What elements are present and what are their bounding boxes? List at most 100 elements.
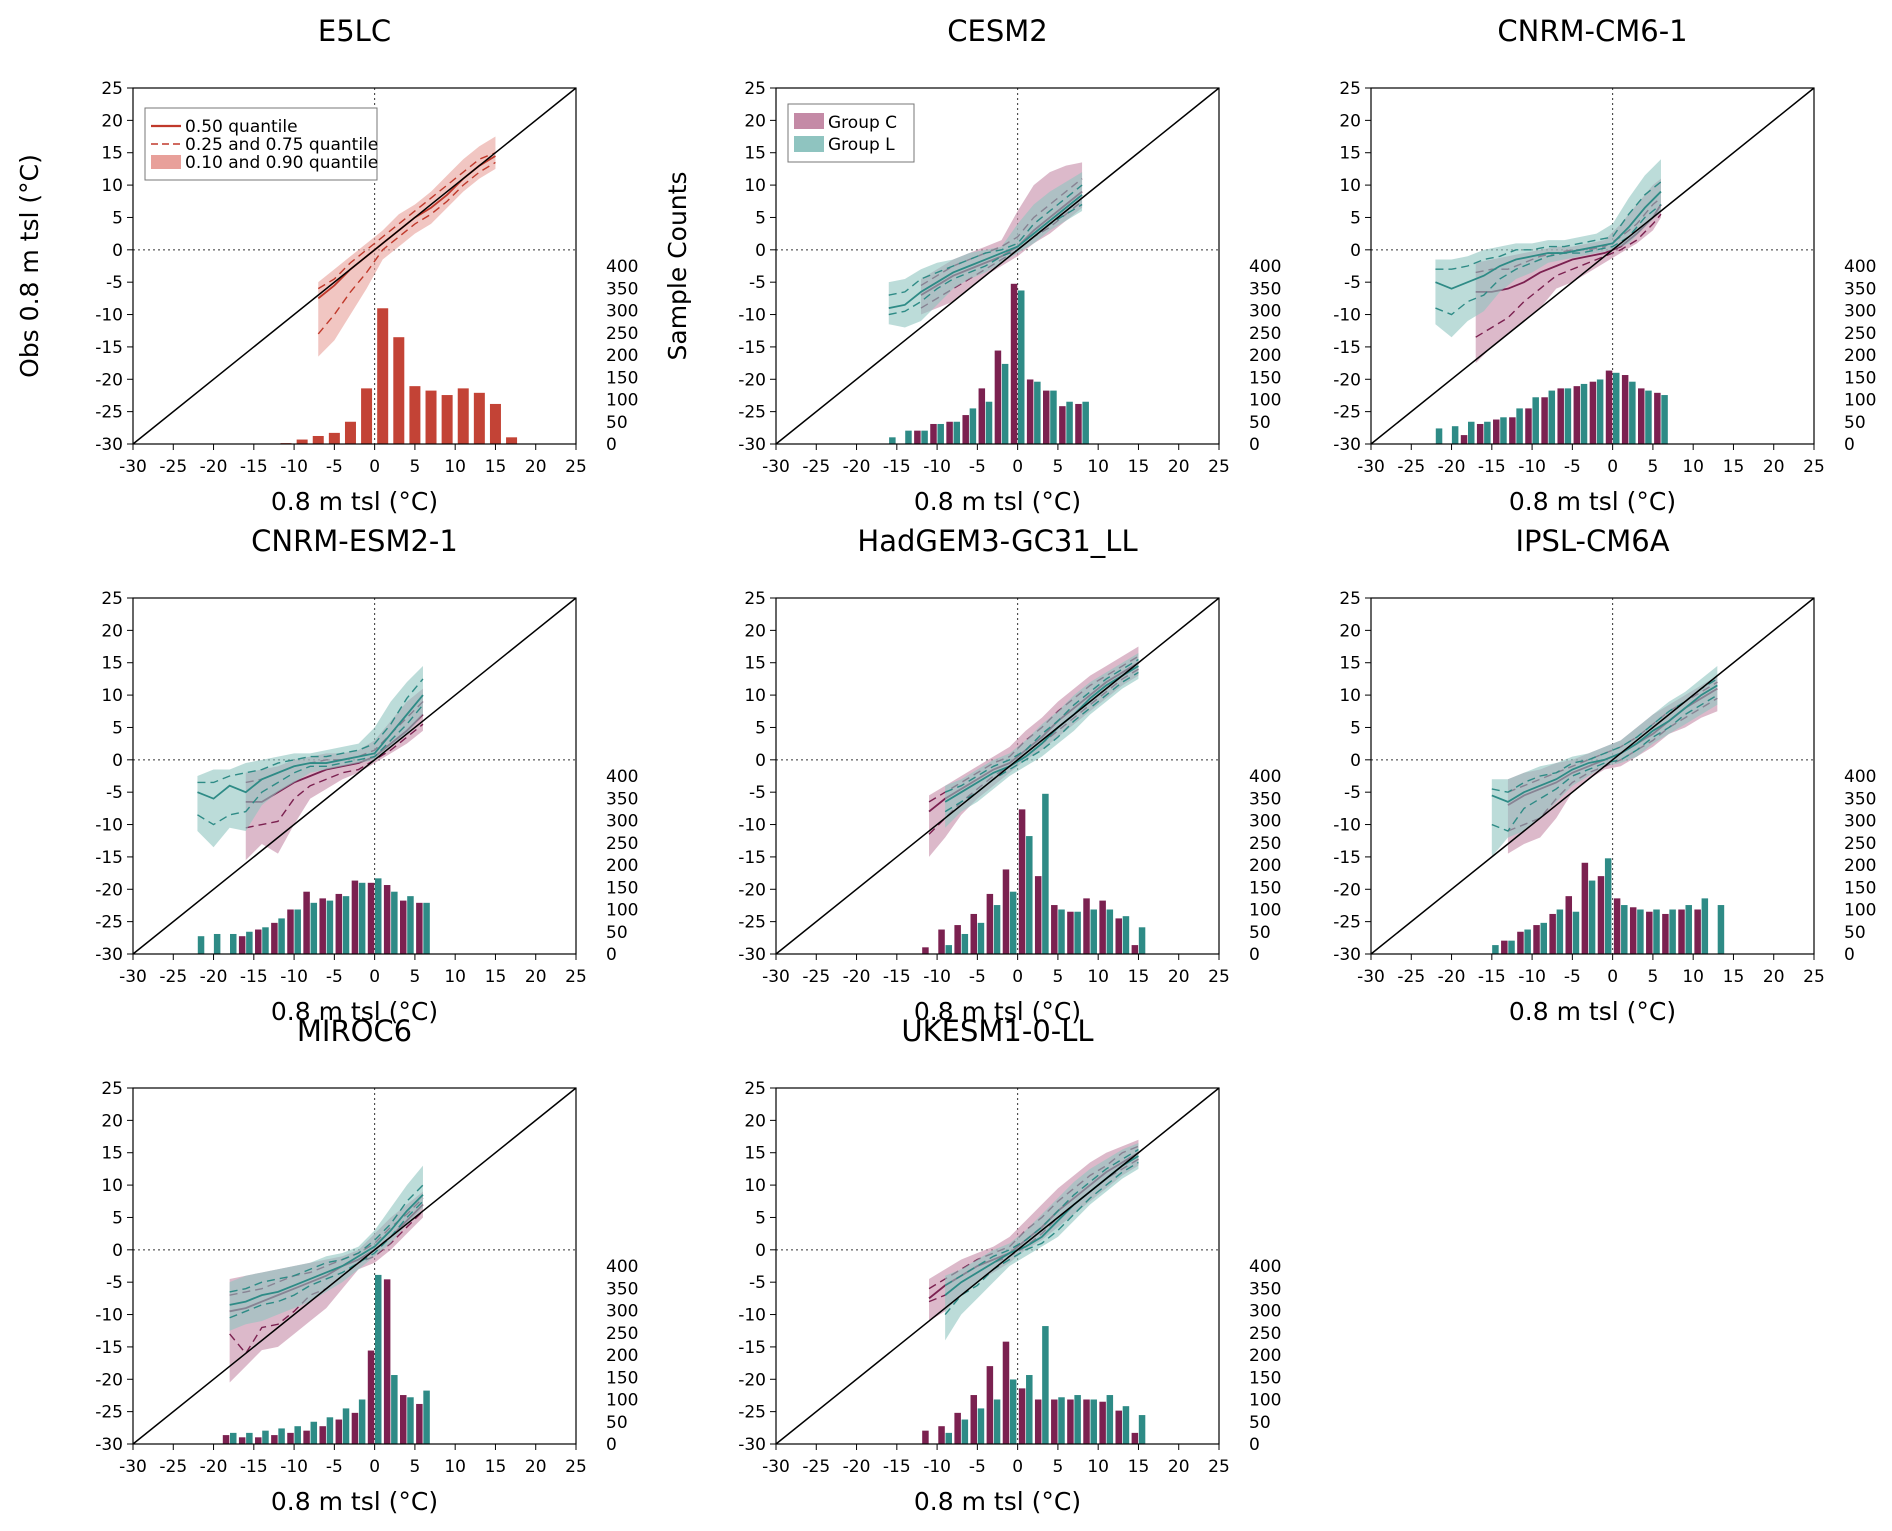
y-axis-label: Obs 0.8 m tsl (°C) [15,154,44,378]
count-bar-group-c [1067,1399,1074,1444]
count-bar-group-c [1115,918,1122,954]
count-bar-group-l [993,905,1001,954]
one-to-one-line [132,1087,577,1445]
count-bar-group-l [1508,940,1515,954]
count-tick-label: 250 [606,1324,638,1344]
count-bar-group-c [1083,898,1090,954]
y-tick-label: 15 [101,1144,123,1164]
count-bar-group-l [1017,290,1025,444]
x-tick-label: -20 [1438,457,1466,477]
count-bar-group-l [310,1421,318,1444]
count-bar-group-c [255,929,262,954]
count-bar-group-l [1122,1406,1130,1444]
y-tick-label: 0 [755,751,766,771]
count-bar-e5lc [457,388,469,444]
count-bar-e5lc [377,308,389,444]
x-tick-label: 5 [1647,457,1658,477]
y-tick-label: 15 [101,654,123,674]
count-bar-group-l [1717,905,1725,954]
line-q25-e5lc [317,161,496,335]
y-tick-label: 25 [744,589,766,609]
x-tick-label: -15 [883,1457,911,1477]
count-bar-group-c [1573,386,1581,444]
count-bar-group-c [946,421,953,444]
x-axis-label: 0.8 m tsl (°C) [1509,487,1676,516]
panel-title: IPSL-CM6A [1515,524,1669,558]
y-tick-label: -5 [1344,783,1361,803]
y-tick-label: 0 [112,241,123,261]
panel-title: MIROC6 [297,1014,412,1048]
x-tick-label: -20 [200,1457,228,1477]
legend-swatch-q10-q90 [151,155,181,169]
panel-title: HadGEM3-GC31_LL [857,524,1137,558]
count-bar-group-l [1685,905,1692,954]
y-tick-label: -15 [1333,848,1361,868]
count-bar-group-c [222,1435,230,1444]
y-tick-label: 5 [112,1208,123,1228]
x-tick-label: -5 [969,1457,986,1477]
legend-label: 0.10 and 0.90 quantile [185,153,378,173]
count-bar-group-l [1042,793,1049,954]
count-bar-group-c [962,415,969,444]
y-tick-label: -10 [95,816,123,836]
count-bar-group-l [1058,1397,1065,1444]
count-bar-group-l [294,1426,301,1444]
count-bar-group-l [1042,1326,1049,1444]
count-tick-label: 100 [1249,901,1281,921]
count-bar-group-l [1026,1375,1033,1444]
count-tick-label: 400 [606,767,638,787]
count-tick-label: 50 [1249,923,1271,943]
plot-frame [1370,597,1815,955]
count-bar-group-c [1131,1432,1139,1444]
x-tick-label: 20 [525,457,547,477]
count-bar-group-c [287,1432,294,1444]
count-bar-group-c [1613,898,1621,954]
y-tick-label: 10 [101,176,123,196]
count-bar-group-l [197,936,205,954]
count-bar-group-c [367,1350,375,1444]
count-tick-label: 200 [606,346,638,366]
count-bar-group-c [351,1412,359,1444]
count-tick-label: 350 [606,1279,638,1299]
line-q50-group-l [944,665,1139,803]
count-bar-group-c [1662,913,1669,954]
legend-swatch-group-l [794,136,824,152]
x-tick-label: 5 [409,457,420,477]
x-tick-label: 15 [485,967,507,987]
y-tick-label: 0 [755,241,766,261]
count-bar-group-l [1026,836,1033,954]
count-tick-label: 250 [606,834,638,854]
count-bar-group-c [400,900,407,954]
x-tick-label: 0 [369,457,380,477]
count-bar-e5lc [312,435,324,444]
x-tick-label: -30 [762,967,790,987]
line-q75-group-l [1491,678,1718,793]
count-bar-group-c [930,423,937,444]
count-bar-e5lc [409,386,421,444]
count-tick-label: 0 [1249,1435,1260,1455]
count-bar-group-l [1637,909,1644,954]
x-tick-label: -5 [326,967,343,987]
x-tick-label: 15 [485,457,507,477]
x-tick-label: -20 [200,457,228,477]
count-tick-label: 150 [606,1368,638,1388]
y-tick-label: 20 [744,1111,766,1131]
count-tick-label: 50 [1844,413,1866,433]
count-bar-e5lc [328,432,340,444]
count-bar-group-c [1621,375,1629,444]
legend-label: Group C [828,113,897,133]
y-tick-label: -20 [95,880,123,900]
band-q10-q90-group-c [1475,178,1661,364]
x-tick-label: -5 [1564,967,1581,987]
legend-box [144,107,378,181]
count-bar-group-c [1533,925,1540,954]
y-tick-label: -5 [1344,273,1361,293]
count-tick-label: 200 [1249,1346,1281,1366]
count-bar-group-c [319,898,326,954]
count-tick-label: 250 [1249,834,1281,854]
count-bar-group-c [1051,905,1058,954]
count-bar-group-c [1099,900,1106,954]
y-tick-label: -25 [1333,403,1361,423]
count-bar-e5lc [473,392,485,444]
